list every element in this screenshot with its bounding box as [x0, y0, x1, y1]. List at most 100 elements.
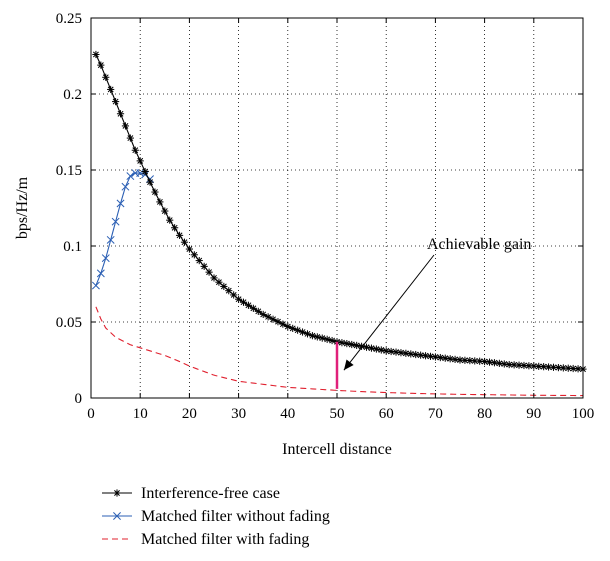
- data-point: [549, 363, 558, 371]
- data-point: [175, 231, 184, 239]
- data-point: [343, 339, 351, 348]
- annotation-arrow: [343, 254, 435, 371]
- annotation-layer: Achievable gain: [335, 236, 531, 389]
- data-point: [215, 278, 223, 286]
- data-point: [92, 50, 100, 59]
- data-point: [166, 216, 174, 224]
- data-point: [407, 350, 415, 358]
- data-point: [230, 291, 238, 299]
- data-point: [323, 335, 331, 343]
- data-point: [136, 157, 144, 165]
- data-point: [121, 182, 130, 191]
- data-point: [185, 245, 193, 253]
- data-point: [156, 198, 164, 206]
- data-point: [417, 351, 425, 359]
- data-point: [490, 359, 499, 367]
- legend-label: Interference-free case: [141, 485, 280, 502]
- data-point: [126, 172, 135, 181]
- data-point: [106, 235, 115, 244]
- legend-marker: [113, 512, 121, 520]
- x-tick-label: 70: [428, 406, 443, 422]
- x-tick-label: 10: [133, 406, 148, 422]
- data-point: [205, 268, 213, 276]
- data-point: [421, 352, 430, 360]
- data-point: [372, 345, 380, 353]
- data-point: [244, 301, 253, 309]
- series-layer: [91, 50, 587, 397]
- series-interference-free-case: [92, 50, 587, 373]
- data-point: [116, 199, 125, 208]
- data-point: [146, 178, 154, 186]
- data-point: [136, 169, 145, 177]
- data-point: [451, 355, 459, 363]
- data-point: [377, 346, 385, 354]
- x-tick-label: 50: [330, 406, 345, 422]
- x-axis-label: Intercell distance: [282, 441, 392, 458]
- data-point: [338, 339, 346, 347]
- arrow-head: [343, 359, 354, 371]
- y-tick-label: 0.2: [63, 87, 82, 103]
- y-tick-label: 0.05: [56, 315, 82, 331]
- data-point: [348, 340, 356, 349]
- data-point: [520, 361, 528, 370]
- x-tick-label: 80: [477, 406, 492, 422]
- data-point: [397, 349, 405, 357]
- data-point: [210, 274, 218, 282]
- data-point: [259, 310, 267, 318]
- y-tick-label: 0.1: [63, 239, 82, 255]
- data-point: [235, 295, 243, 303]
- series-line: [95, 306, 584, 397]
- data-point: [96, 269, 105, 278]
- data-point: [171, 224, 179, 232]
- x-tick-label: 90: [526, 406, 541, 422]
- data-point: [180, 238, 189, 246]
- data-point: [367, 344, 376, 352]
- data-point: [412, 350, 420, 359]
- y-tick-label: 0.15: [56, 163, 82, 179]
- data-point: [328, 336, 336, 345]
- data-point: [476, 357, 484, 365]
- data-point: [515, 361, 523, 369]
- data-point: [126, 134, 134, 142]
- data-point: [353, 341, 361, 350]
- data-point: [249, 304, 257, 312]
- legend-item-interference-free-case: Interference-free case: [102, 485, 280, 502]
- x-tick-label: 40: [280, 406, 295, 422]
- data-point: [441, 354, 449, 362]
- data-point: [151, 188, 159, 196]
- data-point: [387, 347, 395, 356]
- legend-marker: [113, 489, 121, 497]
- data-point: [195, 256, 203, 265]
- data-point: [225, 287, 233, 295]
- data-point: [131, 146, 139, 154]
- legend-label: Matched filter with fading: [141, 531, 309, 548]
- data-point: [500, 360, 508, 368]
- data-point: [362, 343, 371, 351]
- data-point: [220, 282, 228, 291]
- data-point: [436, 353, 444, 362]
- data-point: [426, 352, 435, 360]
- data-point: [116, 110, 125, 118]
- x-tick-label: 60: [379, 406, 394, 422]
- data-point: [121, 122, 130, 130]
- data-point: [313, 333, 321, 341]
- data-point: [107, 85, 115, 94]
- legend: Interference-free case Matched filter wit…: [102, 485, 330, 548]
- data-point: [112, 98, 120, 106]
- series-matched-filter-without-fading: [91, 169, 154, 290]
- data-point: [308, 332, 316, 340]
- data-point: [574, 365, 582, 373]
- x-tick-label: 100: [572, 406, 595, 422]
- data-point: [471, 357, 479, 365]
- data-point: [101, 254, 110, 263]
- data-point: [318, 334, 326, 342]
- legend-item-matched-filter-without-fading: Matched filter without fading: [102, 508, 330, 525]
- axis-ticks: 0 10 20 30 40 50 60 70 80 90 100 0 0.05 0.1 0.15 0.2 0.2…: [14, 11, 594, 458]
- annotation-label: Achievable gain: [427, 236, 531, 253]
- data-point: [91, 281, 100, 290]
- y-tick-label: 0: [75, 391, 83, 407]
- data-point: [200, 262, 208, 270]
- data-point: [102, 73, 110, 81]
- data-point: [111, 217, 120, 226]
